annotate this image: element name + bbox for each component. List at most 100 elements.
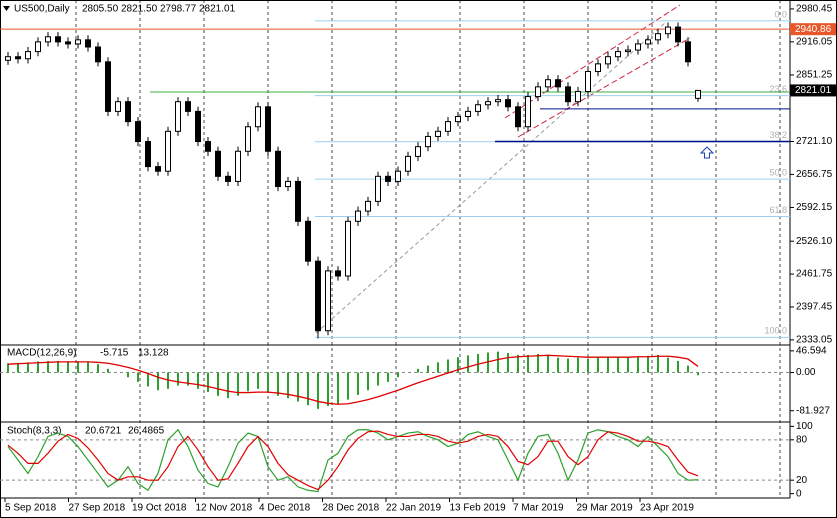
candle-body (285, 180, 291, 188)
candle-body (505, 99, 511, 108)
y-tick-label: 2916.05 (796, 36, 833, 47)
y-tick-label: -81.927 (796, 405, 830, 416)
channel-line (517, 37, 691, 138)
candle-body (265, 106, 271, 152)
candle-body (615, 51, 621, 58)
fib-label: 61.8 (769, 205, 787, 215)
y-tick-label: 0.00 (796, 367, 816, 378)
candle-body (565, 86, 571, 103)
price-box (790, 84, 836, 97)
y-tick-label: 2721.10 (796, 136, 833, 147)
candle-body (585, 71, 591, 92)
candle-body (165, 130, 171, 172)
ohlc-label: 2805.50 (82, 4, 119, 15)
candle-body (115, 101, 121, 112)
candle-body (45, 36, 51, 43)
candle-body (555, 79, 561, 88)
candle-body (445, 121, 451, 132)
x-tick-label: 19 Oct 2018 (132, 503, 187, 514)
candle-body (215, 150, 221, 177)
candle-body (315, 260, 321, 332)
candle-body (85, 39, 91, 48)
candle-body (675, 26, 681, 43)
candle-body (35, 41, 41, 53)
y-tick-label: 0 (796, 488, 802, 499)
x-tick-label: 27 Sep 2018 (69, 503, 126, 514)
candle-body (415, 146, 421, 157)
candle-body (655, 33, 661, 41)
candle-body (605, 56, 611, 65)
x-tick-label: 12 Nov 2018 (196, 503, 253, 514)
stoch-title: Stoch(8,3,3) (7, 426, 61, 437)
candle-body (305, 220, 311, 262)
x-tick-label: 29 Mar 2019 (577, 503, 634, 514)
chart-title: US500,Daily (14, 4, 70, 15)
y-tick-label: 20 (796, 475, 808, 486)
candle-body (5, 56, 11, 61)
candle-body (25, 51, 31, 60)
candle-body (535, 86, 541, 98)
y-tick-label: 2592.15 (796, 202, 833, 213)
fib-label: 100.0 (764, 326, 787, 336)
candle-body (665, 26, 671, 35)
x-tick-label: 22 Jan 2019 (386, 503, 441, 514)
stoch-value: 20.6721 (85, 426, 122, 437)
candle-body (125, 101, 131, 123)
signal-line (7, 354, 699, 405)
price-box-label: 2940.86 (795, 24, 832, 35)
candle-body (455, 116, 461, 123)
candle-body (205, 141, 211, 152)
x-tick-label: 28 Dec 2018 (323, 503, 380, 514)
d-line (7, 430, 699, 491)
y-tick-label: 2333.05 (796, 335, 833, 346)
trend-line (315, 21, 667, 334)
candle-body (235, 150, 241, 182)
candle-body (385, 175, 391, 182)
grid (75, 0, 781, 498)
price-box (790, 23, 836, 36)
candle-body (635, 43, 641, 51)
candle-body (325, 270, 331, 332)
candle-body (435, 130, 441, 137)
candle-body (425, 135, 431, 148)
x-tick-label: 4 Dec 2018 (259, 503, 311, 514)
candle-body (395, 170, 401, 182)
ohlc-label: 2821.50 (121, 4, 158, 15)
macd-value: 13.128 (138, 348, 169, 359)
last-price-label: 2821.01 (795, 85, 832, 96)
macd-title: MACD(12,26,9) (7, 348, 76, 359)
y-tick-label: 2461.75 (796, 269, 833, 280)
arrow-icon (699, 146, 715, 159)
candle-body (245, 126, 251, 152)
candle-body (345, 220, 351, 277)
y-tick-label: 100 (796, 421, 813, 432)
collapse-icon (3, 6, 10, 11)
k-line (7, 428, 699, 493)
candle-body (355, 210, 361, 222)
candle-body (375, 175, 381, 202)
y-tick-label: 2397.45 (796, 302, 833, 313)
candle-body (545, 79, 551, 88)
candle-body (95, 46, 101, 63)
candle-body (75, 39, 81, 45)
candle-body (225, 175, 231, 182)
candle-body (255, 106, 261, 128)
fib-label: 38.2 (769, 130, 787, 140)
y-tick-label: 2851.25 (796, 70, 833, 81)
x-tick-label: 23 Apr 2019 (640, 503, 694, 514)
candle-body (405, 155, 411, 172)
candle-body (15, 56, 21, 60)
candle-body (645, 39, 651, 45)
fib-label: 0.0 (774, 9, 787, 19)
candle-body (275, 150, 281, 188)
candle-body (365, 200, 371, 212)
candle-body (515, 106, 521, 128)
candle-body (595, 63, 601, 73)
candle-body (105, 61, 111, 112)
y-tick-label: 2656.75 (796, 169, 833, 180)
candle-body (295, 180, 301, 222)
channel-line (504, 4, 681, 119)
ohlc-label: 2821.01 (199, 4, 236, 15)
